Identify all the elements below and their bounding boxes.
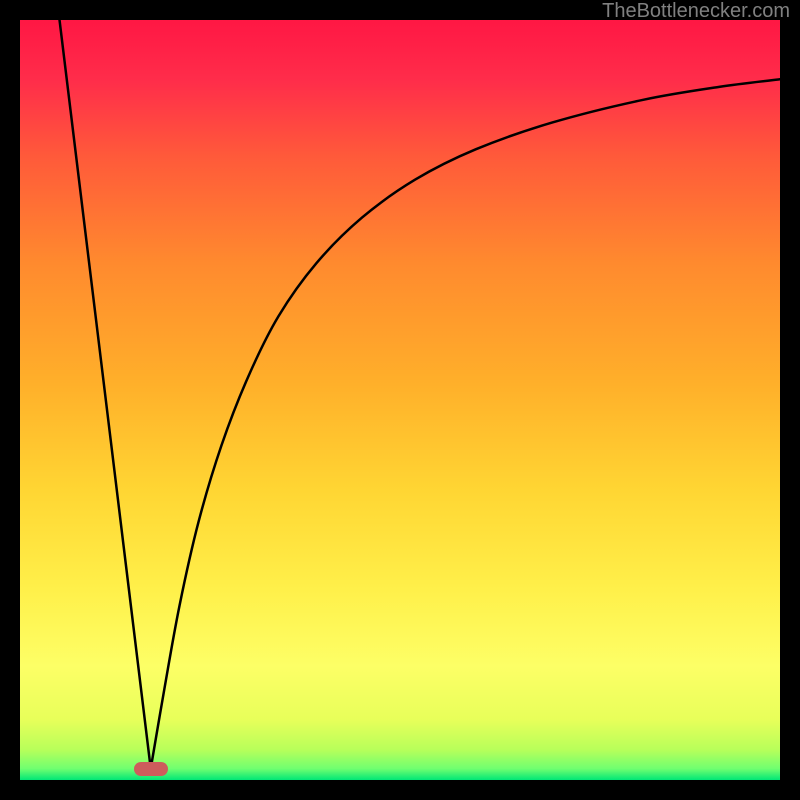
curve-layer	[20, 20, 780, 780]
watermark-text: TheBottlenecker.com	[602, 0, 790, 23]
bottleneck-marker	[134, 762, 168, 776]
plot-area	[20, 20, 780, 780]
chart-container: TheBottlenecker.com	[0, 0, 800, 800]
